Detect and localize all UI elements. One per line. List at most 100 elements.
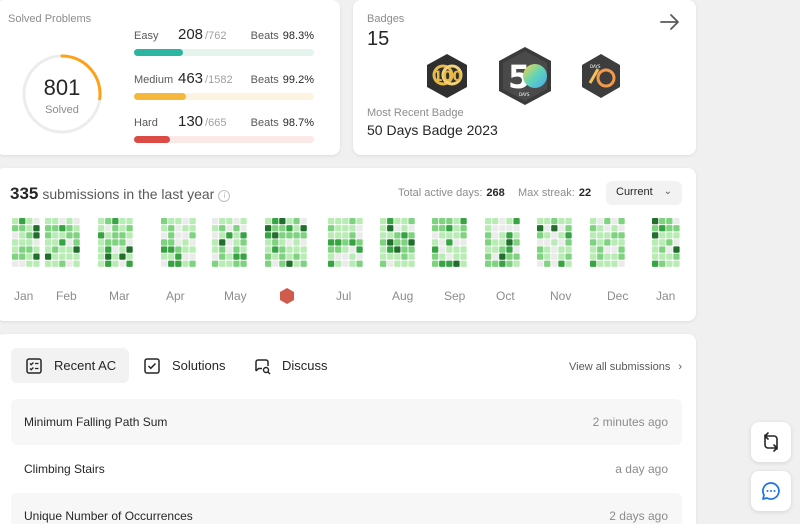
heatmap-cell[interactable]	[105, 225, 112, 232]
heatmap-cell[interactable]	[212, 253, 219, 260]
heatmap-cell[interactable]	[189, 253, 196, 260]
heatmap-cell[interactable]	[45, 246, 52, 253]
heatmap-cell[interactable]	[666, 239, 673, 246]
heatmap-cell[interactable]	[293, 232, 300, 239]
heatmap-cell[interactable]	[189, 260, 196, 267]
heatmap-cell[interactable]	[300, 218, 307, 225]
heatmap-cell[interactable]	[342, 253, 349, 260]
heatmap-cell[interactable]	[356, 260, 363, 267]
info-icon[interactable]: i	[218, 190, 231, 202]
heatmap-cell[interactable]	[189, 239, 196, 246]
heatmap-cell[interactable]	[597, 260, 604, 267]
heatmap-cell[interactable]	[66, 232, 73, 239]
heatmap-cell[interactable]	[432, 239, 439, 246]
heatmap-cell[interactable]	[175, 260, 182, 267]
heatmap-cell[interactable]	[652, 260, 659, 267]
heatmap-cell[interactable]	[460, 218, 467, 225]
heatmap-cell[interactable]	[279, 253, 286, 260]
heatmap-cell[interactable]	[551, 253, 558, 260]
heatmap-cell[interactable]	[219, 260, 226, 267]
heatmap-cell[interactable]	[112, 225, 119, 232]
heatmap-cell[interactable]	[565, 225, 572, 232]
heatmap-cell[interactable]	[506, 218, 513, 225]
heatmap-cell[interactable]	[161, 239, 168, 246]
heatmap-cell[interactable]	[432, 225, 439, 232]
heatmap-cell[interactable]	[659, 246, 666, 253]
heatmap-cell[interactable]	[453, 246, 460, 253]
heatmap-cell[interactable]	[499, 239, 506, 246]
heatmap-cell[interactable]	[453, 225, 460, 232]
heatmap-cell[interactable]	[45, 239, 52, 246]
heatmap-cell[interactable]	[460, 260, 467, 267]
heatmap-cell[interactable]	[286, 232, 293, 239]
heatmap-cell[interactable]	[611, 239, 618, 246]
heatmap-cell[interactable]	[233, 260, 240, 267]
heatmap-cell[interactable]	[189, 218, 196, 225]
heatmap-cell[interactable]	[537, 260, 544, 267]
heatmap-cell[interactable]	[26, 246, 33, 253]
heatmap-cell[interactable]	[544, 253, 551, 260]
heatmap-cell[interactable]	[161, 253, 168, 260]
heatmap-cell[interactable]	[328, 232, 335, 239]
heatmap-cell[interactable]	[604, 232, 611, 239]
heatmap-cell[interactable]	[446, 218, 453, 225]
heatmap-cell[interactable]	[189, 246, 196, 253]
heatmap-cell[interactable]	[652, 239, 659, 246]
heatmap-cell[interactable]	[112, 260, 119, 267]
heatmap-cell[interactable]	[394, 239, 401, 246]
heatmap-cell[interactable]	[673, 260, 680, 267]
heatmap-cell[interactable]	[611, 253, 618, 260]
heatmap-cell[interactable]	[293, 253, 300, 260]
heatmap-cell[interactable]	[401, 232, 408, 239]
view-all-submissions-link[interactable]: View all submissions ›	[569, 361, 682, 373]
heatmap-cell[interactable]	[272, 232, 279, 239]
heatmap-cell[interactable]	[666, 260, 673, 267]
heatmap-cell[interactable]	[356, 239, 363, 246]
heatmap-cell[interactable]	[161, 225, 168, 232]
heatmap-cell[interactable]	[119, 239, 126, 246]
heatmap-cell[interactable]	[335, 253, 342, 260]
heatmap-cell[interactable]	[112, 218, 119, 225]
heatmap-cell[interactable]	[342, 260, 349, 267]
heatmap-cell[interactable]	[119, 260, 126, 267]
heatmap-cell[interactable]	[380, 218, 387, 225]
heatmap-cell[interactable]	[590, 239, 597, 246]
heatmap-cell[interactable]	[446, 239, 453, 246]
heatmap-cell[interactable]	[401, 260, 408, 267]
heatmap-cell[interactable]	[408, 239, 415, 246]
heatmap-cell[interactable]	[492, 260, 499, 267]
heatmap-cell[interactable]	[98, 232, 105, 239]
heatmap-cell[interactable]	[499, 232, 506, 239]
heatmap-cell[interactable]	[408, 260, 415, 267]
heatmap-cell[interactable]	[233, 253, 240, 260]
heatmap-cell[interactable]	[432, 232, 439, 239]
heatmap-cell[interactable]	[12, 218, 19, 225]
heatmap-cell[interactable]	[485, 246, 492, 253]
heatmap-cell[interactable]	[439, 232, 446, 239]
heatmap-cell[interactable]	[66, 260, 73, 267]
heatmap-cell[interactable]	[356, 253, 363, 260]
heatmap-cell[interactable]	[673, 239, 680, 246]
heatmap-cell[interactable]	[52, 225, 59, 232]
heatmap-cell[interactable]	[286, 253, 293, 260]
heatmap-cell[interactable]	[240, 253, 247, 260]
heatmap-cell[interactable]	[279, 225, 286, 232]
heatmap-cell[interactable]	[168, 239, 175, 246]
heatmap-cell[interactable]	[12, 246, 19, 253]
heatmap-cell[interactable]	[98, 253, 105, 260]
heatmap-cell[interactable]	[26, 239, 33, 246]
heatmap-cell[interactable]	[226, 239, 233, 246]
heatmap-cell[interactable]	[544, 225, 551, 232]
heatmap-cell[interactable]	[342, 246, 349, 253]
heatmap-cell[interactable]	[105, 239, 112, 246]
heatmap-cell[interactable]	[590, 246, 597, 253]
heatmap-cell[interactable]	[659, 232, 666, 239]
heatmap-cell[interactable]	[544, 239, 551, 246]
heatmap-cell[interactable]	[394, 246, 401, 253]
heatmap-cell[interactable]	[293, 246, 300, 253]
heatmap-cell[interactable]	[328, 239, 335, 246]
heatmap-cell[interactable]	[33, 232, 40, 239]
heatmap-cell[interactable]	[182, 225, 189, 232]
heatmap-cell[interactable]	[272, 239, 279, 246]
heatmap-cell[interactable]	[506, 239, 513, 246]
